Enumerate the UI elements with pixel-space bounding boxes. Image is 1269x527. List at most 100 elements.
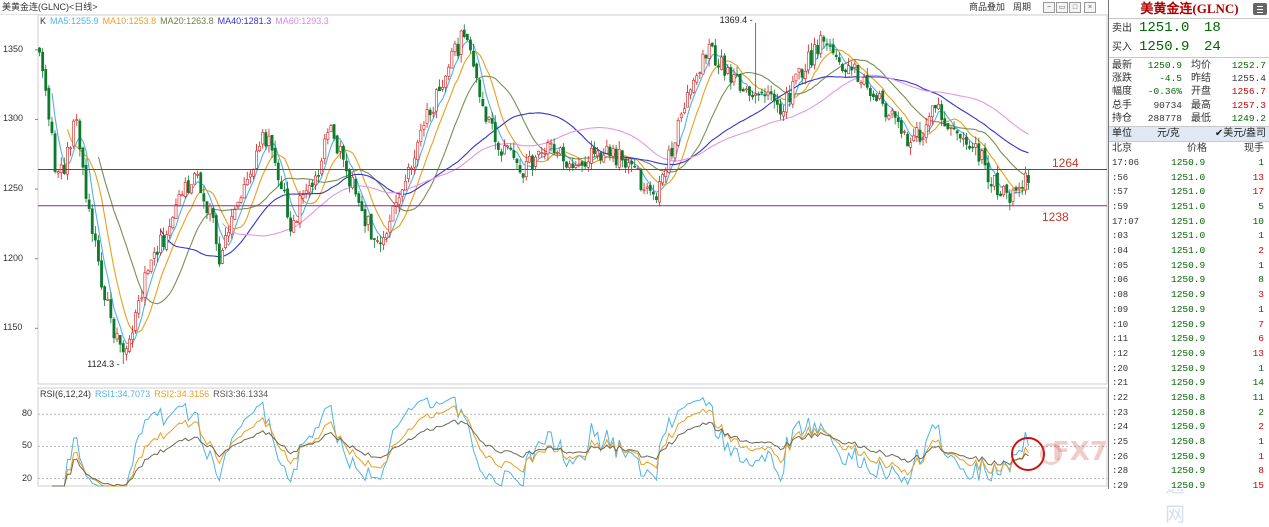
tick-volume: 14 (1252, 377, 1264, 389)
candle-body (698, 72, 702, 75)
tick-row: :09 1250.9 1 (1109, 303, 1269, 318)
tick-volume: 6 (1258, 333, 1264, 345)
candle-body (741, 88, 745, 92)
tick-volume: 2 (1258, 406, 1264, 418)
tick-price: 1250.9 (1171, 377, 1206, 389)
candle-body (822, 36, 826, 42)
candle-body (633, 165, 637, 168)
ticks-header: 北京 价格 现手 (1109, 142, 1269, 156)
rsi-tick-label: 80 (22, 408, 33, 419)
candle-body (162, 235, 165, 248)
candle-body (72, 120, 76, 147)
candle-body (810, 50, 813, 66)
period-button[interactable]: 周期 (1013, 2, 1032, 12)
candle-body (996, 172, 999, 196)
header-location: 北京 (1112, 142, 1132, 154)
candle-body (729, 67, 733, 83)
candle-body (630, 160, 634, 165)
stat-value: 1249.2 (1231, 112, 1266, 124)
candle-body (779, 103, 782, 115)
candle-body (332, 124, 336, 139)
tick-time: :26 (1112, 451, 1129, 462)
candle-body (580, 161, 584, 166)
rsi-legend-entry: RSI1:34.7073 (95, 389, 151, 399)
candle-body (84, 165, 88, 199)
stat-value: -0.36% (1147, 86, 1182, 98)
candle-body (121, 343, 125, 353)
tick-price: 1250.9 (1171, 347, 1206, 359)
candle-body (87, 199, 91, 209)
candle-body (239, 197, 243, 203)
candle-body (376, 240, 379, 242)
candle-body (887, 115, 891, 120)
legend-entry: MA60:1293.3 (275, 16, 329, 26)
y-tick-label: 1300 (3, 113, 24, 124)
stat-value: 1255.4 (1231, 73, 1266, 85)
tick-time: :20 (1112, 363, 1129, 374)
stat-label: 均价 (1191, 60, 1211, 71)
candle-body (568, 163, 572, 169)
chart-area[interactable]: 美黄金连(GLNC)<日线> 商品叠加 周期 − ▭ □ × K MA5:1255… (0, 0, 1185, 526)
candle-body (543, 152, 547, 155)
tick-row: :05 1250.9 1 (1109, 259, 1269, 274)
maximize-icon[interactable]: □ (1069, 2, 1081, 13)
tick-volume: 1 (1258, 436, 1264, 447)
tick-volume: 1 (1258, 303, 1264, 315)
tick-price: 1250.9 (1171, 156, 1206, 168)
candle-body (915, 127, 919, 137)
candle-body (562, 146, 565, 162)
candle-body (999, 193, 1002, 197)
candle-body (286, 188, 289, 218)
minimize-icon[interactable]: − (1043, 2, 1055, 13)
unit-value[interactable]: 元/克 (1157, 127, 1180, 139)
currency-option[interactable]: ✔美元/盎司 (1214, 127, 1266, 139)
candle-body (850, 66, 854, 71)
candle-body (1011, 189, 1015, 202)
candle-body (341, 145, 345, 160)
tick-time: :21 (1112, 378, 1129, 389)
candle-body (363, 209, 367, 227)
candle-body (965, 136, 968, 145)
candle-body (884, 103, 888, 118)
quote-title: 美黄金连(GLNC) (1109, 0, 1269, 19)
tick-volume: 8 (1258, 465, 1264, 477)
stat-row: 最新 1250.9 均价 1252.7 (1109, 59, 1269, 72)
candle-body (78, 120, 82, 150)
menu-icon[interactable] (1253, 3, 1267, 15)
kline-chart[interactable] (0, 0, 1108, 489)
candle-body (385, 233, 389, 239)
candle-body (317, 175, 320, 177)
candle-body (614, 148, 618, 166)
tick-price: 1251.0 (1171, 245, 1206, 257)
candle-body (292, 220, 296, 233)
candle-body (704, 54, 708, 59)
candle-body (775, 100, 779, 105)
tick-list[interactable]: 17:06 1250.9 1:56 1251.0 13:57 1251.0 17:59 125… (1109, 156, 1269, 494)
close-icon[interactable]: × (1084, 2, 1096, 13)
candle-body (372, 238, 376, 240)
candle-body (267, 135, 271, 147)
candle-body (75, 119, 79, 121)
candle-body (500, 151, 503, 156)
chart-toolbar: 美黄金连(GLNC)<日线> 商品叠加 周期 − ▭ □ × (0, 0, 1108, 15)
buy-row: 买入 1250.9 24 (1109, 38, 1269, 57)
candle-body (50, 121, 54, 133)
stat-label: 持仓 (1112, 112, 1132, 124)
stat-label: 最新 (1112, 60, 1132, 71)
overlay-button[interactable]: 商品叠加 (969, 2, 1006, 12)
candle-body (661, 174, 665, 184)
candle-body (537, 150, 541, 156)
tick-time: :56 (1112, 172, 1129, 183)
restore-icon[interactable]: ▭ (1056, 2, 1068, 13)
tick-row: :04 1251.0 2 (1109, 244, 1269, 259)
header-price: 价格 (1187, 142, 1207, 154)
candle-body (989, 184, 993, 187)
tick-price: 1250.9 (1171, 421, 1206, 433)
tick-row: :03 1251.0 1 (1109, 229, 1269, 244)
candle-body (496, 142, 500, 150)
tick-volume: 11 (1252, 391, 1264, 403)
candle-body (447, 66, 451, 77)
candle-body (664, 170, 668, 177)
candle-body (1027, 175, 1030, 183)
candle-body (348, 169, 351, 187)
